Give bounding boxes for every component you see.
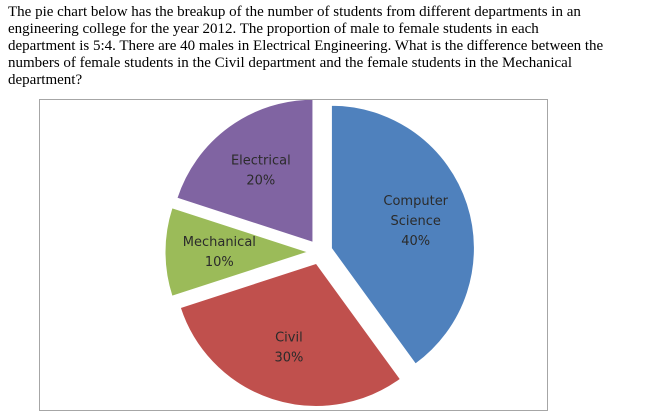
question-line: The pie chart below has the breakup of t…: [8, 4, 581, 20]
pie-slice-label: Civil 30%: [274, 331, 303, 366]
question-line: numbers of female students in the Civil …: [8, 55, 573, 71]
pie-slice-label: Electrical 20%: [231, 154, 291, 189]
pie-slice-label: Mechanical 10%: [183, 235, 256, 270]
pie-chart-frame: Computer Science 40% Civil 30% Mechanical 10% E…: [39, 99, 548, 411]
question-text: The pie chart below has the breakup of t…: [8, 4, 648, 89]
slice-name-label: Science: [391, 214, 441, 229]
question-line: department is 5:4. There are 40 males in…: [8, 38, 604, 54]
pie-slice-computer-science: [330, 104, 475, 365]
slice-name-label: Electrical: [231, 154, 291, 169]
slice-percent-label: 40%: [401, 234, 430, 249]
question-line: department?: [8, 72, 83, 88]
slice-percent-label: 30%: [274, 351, 303, 366]
slice-percent-label: 20%: [246, 174, 275, 189]
pie-slice-label: Computer Science 40%: [383, 194, 448, 249]
pie-chart: Computer Science 40% Civil 30% Mechanical 10% E…: [164, 100, 475, 407]
slice-percent-label: 10%: [205, 255, 234, 270]
slice-name-label: Mechanical: [183, 235, 256, 250]
slice-name-label: Civil: [275, 331, 303, 346]
question-line: engineering college for the year 2012. T…: [8, 21, 539, 37]
slice-name-label: Computer: [383, 194, 448, 209]
pie-slice-electrical: [176, 100, 314, 243]
pie-slice-mechanical: [164, 207, 310, 297]
pie-slice-civil: [179, 262, 402, 407]
